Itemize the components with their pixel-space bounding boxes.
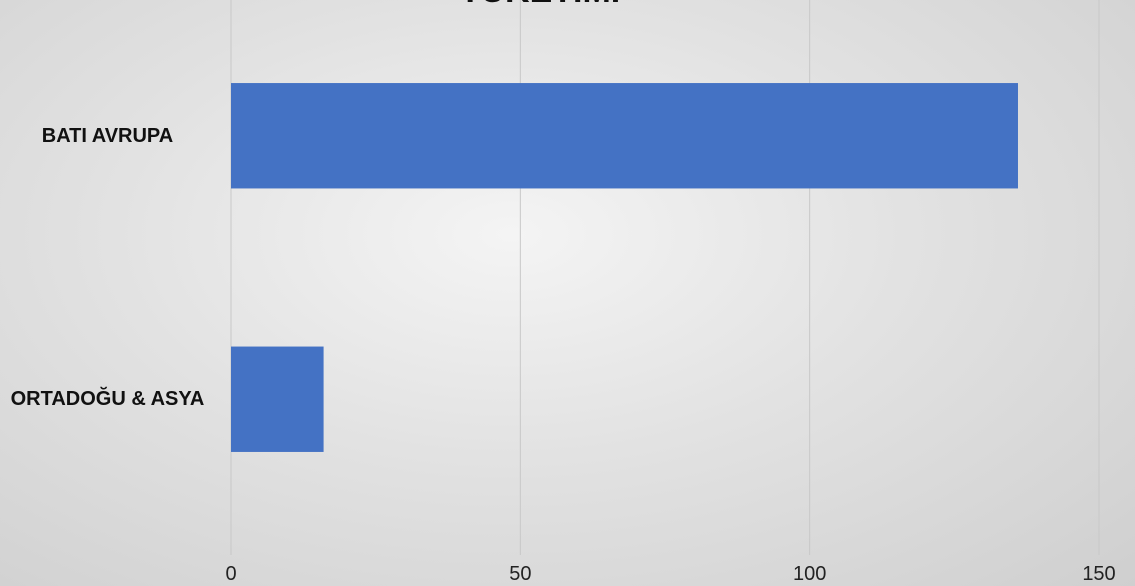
bar [231, 346, 324, 452]
x-tick-label: 100 [793, 563, 826, 585]
chart-title: TÜKETİMİ [460, 0, 621, 10]
x-tick-label: 50 [509, 563, 531, 585]
y-tick-label: BATI AVRUPA [41, 124, 174, 147]
bar [231, 83, 1018, 189]
x-tick-label: 150 [1082, 563, 1115, 585]
y-tick-label: ORTADOĞU & ASYA [10, 388, 205, 411]
x-tick-label: 0 [225, 563, 236, 585]
